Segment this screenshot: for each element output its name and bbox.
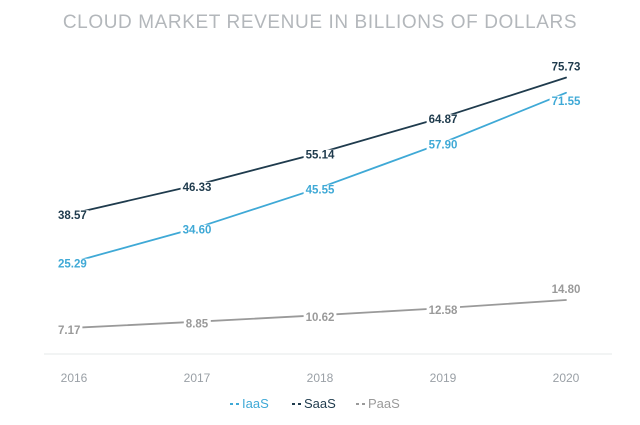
saas-data-label-background	[549, 61, 583, 74]
x-tick-label: 2019	[430, 371, 457, 385]
saas-legend-label: SaaS	[304, 396, 336, 411]
paas-data-label: 10.62	[306, 312, 335, 324]
saas-data-label-background	[303, 149, 337, 162]
iaas-data-label: 71.55	[552, 96, 581, 108]
iaas-data-label-background	[426, 139, 460, 152]
saas-data-label: 75.73	[552, 62, 581, 74]
paas-data-label-background	[183, 318, 211, 331]
paas-data-label-background	[303, 312, 337, 325]
data-labels: 25.29 34.60 45.55 57.90 71.55 38.57 46.33 55.14…	[56, 61, 583, 337]
saas-data-label-background	[426, 114, 460, 127]
x-tick-label: 2020	[553, 371, 580, 385]
iaas-data-label-background	[56, 258, 89, 271]
x-tick-label: 2017	[184, 371, 211, 385]
saas-data-label: 38.57	[58, 210, 87, 222]
paas-data-label: 12.58	[429, 305, 458, 317]
paas-data-label-background	[56, 324, 83, 337]
iaas-series-line	[73, 91, 567, 263]
iaas-data-label-background	[180, 224, 214, 237]
iaas-data-label: 45.55	[306, 185, 335, 197]
iaas-data-label: 57.90	[429, 140, 458, 152]
series-lines	[73, 76, 567, 329]
x-tick-label: 2018	[307, 371, 334, 385]
paas-legend-label: PaaS	[368, 396, 400, 411]
paas-data-label: 7.17	[58, 325, 80, 337]
saas-data-label: 55.14	[306, 150, 335, 162]
iaas-data-label-background	[303, 184, 337, 197]
iaas-data-label-background	[549, 95, 583, 108]
x-axis-ticks: 2016 2017 2018 2019 2020	[61, 371, 580, 385]
paas-data-label: 8.85	[186, 319, 209, 331]
saas-data-label: 46.33	[183, 182, 212, 194]
legend: IaaS SaaS PaaS	[230, 396, 400, 411]
saas-data-label-background	[56, 210, 89, 223]
chart-title: CLOUD MARKET REVENUE IN BILLIONS OF DOLL…	[63, 12, 577, 33]
iaas-data-label: 25.29	[58, 259, 87, 271]
x-tick-label: 2016	[61, 371, 88, 385]
iaas-data-label: 34.60	[183, 225, 212, 237]
paas-data-label-background	[549, 284, 583, 296]
paas-data-label: 14.80	[552, 284, 581, 296]
saas-data-label-background	[180, 181, 214, 194]
paas-data-label-background	[426, 305, 460, 318]
saas-data-label: 64.87	[429, 114, 458, 126]
iaas-legend-label: IaaS	[242, 396, 269, 411]
